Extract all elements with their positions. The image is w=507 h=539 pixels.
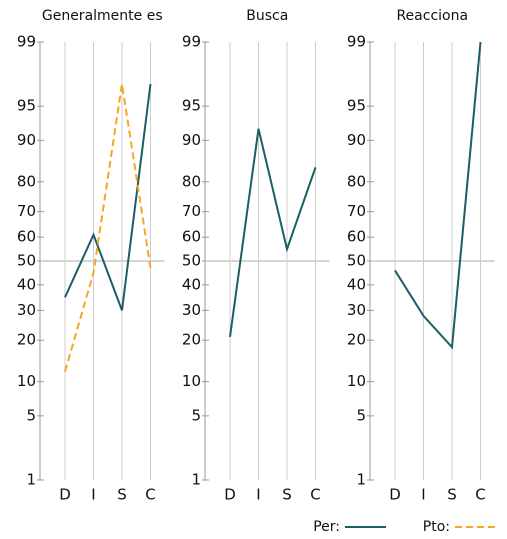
legend-label: Per: — [313, 519, 340, 535]
y-tick-label: 60 — [17, 228, 36, 246]
x-tick-label: D — [389, 486, 401, 504]
y-tick-label: 50 — [347, 252, 366, 270]
y-tick-label: 30 — [17, 301, 36, 319]
y-tick-label: 20 — [17, 331, 36, 349]
y-tick-label: 90 — [17, 131, 36, 149]
legend-label: Pto: — [423, 519, 450, 535]
series-line — [229, 128, 317, 338]
y-tick-label: 50 — [182, 252, 201, 270]
y-tick-label: 40 — [347, 275, 366, 293]
y-tick-label: 5 — [26, 406, 36, 424]
x-tick-label: I — [256, 486, 260, 504]
y-tick-label: 40 — [17, 275, 36, 293]
x-tick-label: C — [475, 486, 485, 504]
y-tick-label: 99 — [182, 33, 201, 51]
y-tick-label: 70 — [182, 202, 201, 220]
y-tick-label: 60 — [347, 228, 366, 246]
y-tick-label: 5 — [356, 406, 366, 424]
series-line — [64, 83, 152, 311]
y-tick-label: 1 — [26, 471, 36, 489]
x-tick-label: I — [91, 486, 95, 504]
y-tick-label: 1 — [356, 471, 366, 489]
y-tick-label: 20 — [347, 331, 366, 349]
panel-title: Busca — [246, 8, 288, 24]
y-tick-label: 95 — [347, 97, 366, 115]
x-tick-label: S — [282, 486, 292, 504]
y-tick-label: 80 — [17, 172, 36, 190]
y-tick-label: 10 — [347, 372, 366, 390]
x-tick-label: C — [145, 486, 155, 504]
panel-title: Generalmente es — [42, 8, 163, 24]
y-tick-label: 30 — [347, 301, 366, 319]
y-tick-label: 80 — [347, 172, 366, 190]
series-line — [394, 41, 482, 350]
y-tick-label: 70 — [347, 202, 366, 220]
y-tick-label: 99 — [347, 33, 366, 51]
x-tick-label: I — [421, 486, 425, 504]
y-tick-label: 60 — [182, 228, 201, 246]
y-tick-label: 95 — [182, 97, 201, 115]
y-tick-label: 70 — [17, 202, 36, 220]
y-tick-label: 30 — [182, 301, 201, 319]
y-tick-label: 50 — [17, 252, 36, 270]
y-tick-label: 10 — [17, 372, 36, 390]
x-tick-label: S — [117, 486, 127, 504]
y-tick-label: 1 — [191, 471, 201, 489]
y-tick-label: 5 — [191, 406, 201, 424]
x-tick-label: S — [447, 486, 457, 504]
y-tick-label: 20 — [182, 331, 201, 349]
y-tick-label: 95 — [17, 97, 36, 115]
x-tick-label: D — [224, 486, 236, 504]
y-tick-label: 99 — [17, 33, 36, 51]
series-line — [64, 83, 152, 372]
y-tick-label: 90 — [182, 131, 201, 149]
y-tick-label: 10 — [182, 372, 201, 390]
y-tick-label: 90 — [347, 131, 366, 149]
x-tick-label: C — [310, 486, 320, 504]
y-tick-label: 40 — [182, 275, 201, 293]
panel-title: Reacciona — [396, 8, 468, 24]
y-tick-label: 80 — [182, 172, 201, 190]
x-tick-label: D — [59, 486, 71, 504]
